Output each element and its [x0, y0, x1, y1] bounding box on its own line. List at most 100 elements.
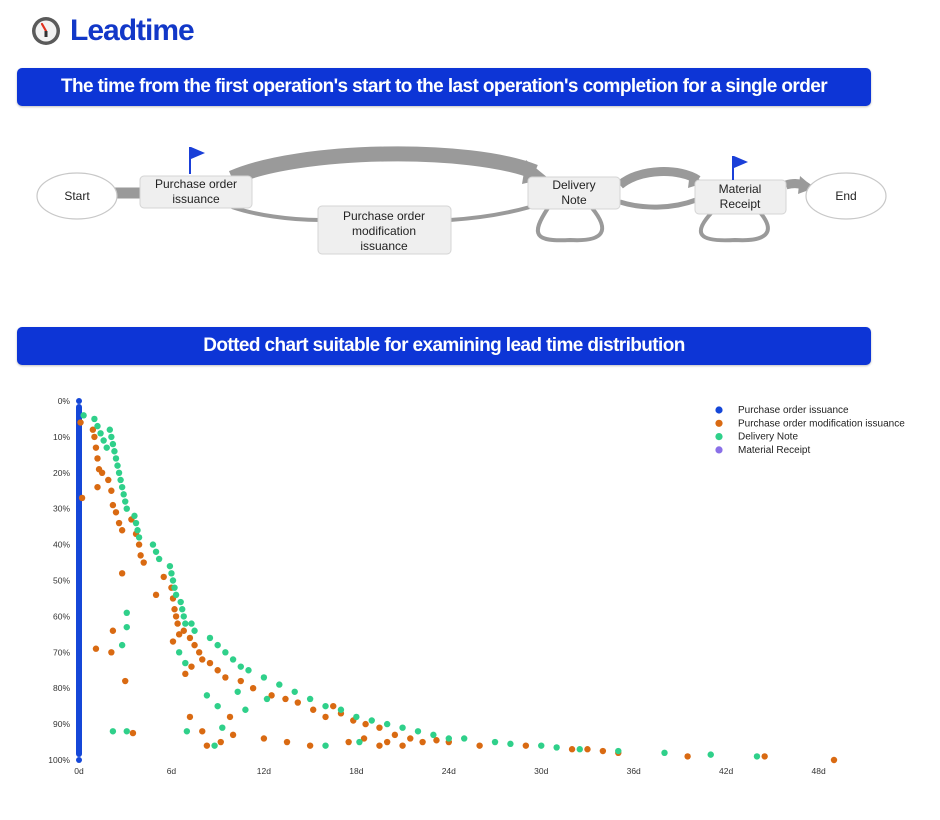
- data-point: [140, 559, 147, 566]
- data-point: [112, 509, 120, 516]
- legend-marker: [715, 406, 723, 414]
- data-point: [115, 519, 123, 527]
- data-point: [76, 631, 82, 638]
- data-point: [229, 656, 237, 663]
- data-point: [106, 426, 114, 433]
- po-label-line2: issuance: [172, 192, 220, 206]
- data-point: [337, 706, 345, 713]
- data-point: [191, 641, 198, 649]
- data-point: [203, 692, 211, 699]
- data-point: [105, 476, 112, 484]
- data-point: [445, 735, 452, 742]
- end-label: End: [835, 189, 856, 203]
- x-tick-label: 30d: [534, 766, 548, 776]
- data-point: [109, 440, 117, 448]
- data-point: [76, 613, 82, 620]
- data-point: [214, 702, 221, 710]
- data-point: [538, 742, 545, 749]
- data-point: [222, 674, 229, 681]
- data-point: [830, 756, 838, 764]
- data-point: [368, 717, 375, 724]
- data-point: [182, 659, 189, 667]
- data-point: [76, 685, 82, 692]
- data-point: [118, 527, 126, 534]
- gauge-icon: [32, 17, 60, 45]
- data-point: [180, 627, 187, 634]
- data-point: [414, 728, 422, 735]
- data-point: [217, 738, 224, 746]
- x-tick-label: 18d: [349, 766, 363, 776]
- data-point: [108, 433, 115, 441]
- data-point: [149, 541, 157, 548]
- data-point: [245, 667, 252, 674]
- data-point: [229, 731, 237, 739]
- data-point: [599, 747, 607, 755]
- data-point: [76, 433, 82, 440]
- data-point: [78, 494, 86, 502]
- pom-label-line2: modification: [352, 224, 416, 238]
- data-point: [172, 613, 180, 620]
- data-point: [237, 677, 244, 685]
- data-point: [76, 649, 82, 656]
- data-point: [391, 731, 399, 739]
- data-point: [123, 609, 130, 617]
- data-point: [282, 695, 289, 703]
- data-point: [177, 598, 184, 606]
- data-point: [122, 677, 129, 685]
- x-tick-label: 48d: [811, 766, 825, 776]
- data-point: [291, 688, 298, 695]
- data-point: [94, 455, 101, 462]
- mr-label-line2: Receipt: [720, 197, 761, 211]
- data-point: [182, 670, 189, 678]
- data-point: [109, 627, 117, 634]
- data-point: [211, 742, 218, 749]
- pom-label-line1: Purchase order: [343, 209, 425, 223]
- y-tick-label: 0%: [58, 396, 71, 406]
- data-point: [383, 720, 391, 728]
- data-point: [353, 713, 360, 721]
- data-point: [283, 738, 291, 746]
- data-point: [753, 753, 761, 760]
- edge-dn-mr-lower: [619, 197, 697, 210]
- data-point: [76, 757, 82, 763]
- data-point: [152, 591, 160, 599]
- data-point: [249, 685, 257, 692]
- po-label-line1: Purchase order: [155, 177, 237, 191]
- end-flag-icon: [732, 156, 748, 180]
- data-point: [135, 534, 143, 541]
- data-point: [92, 444, 100, 451]
- data-point: [103, 444, 110, 451]
- data-point: [160, 573, 167, 581]
- data-point: [188, 663, 195, 670]
- data-point: [461, 735, 468, 742]
- start-label: Start: [64, 189, 90, 203]
- data-point: [109, 501, 117, 509]
- data-point: [97, 430, 104, 437]
- data-point: [294, 699, 301, 706]
- data-point: [112, 455, 120, 462]
- x-axis: 0d 6d 12d 18d 24d 30d 36d 42d 48d: [74, 766, 826, 776]
- data-point: [430, 731, 437, 739]
- data-point: [219, 724, 226, 731]
- legend-label: Material Receipt: [738, 445, 810, 456]
- data-point: [306, 742, 314, 749]
- data-points: [76, 398, 838, 764]
- material-receipt-node: [694, 179, 787, 215]
- data-point: [168, 570, 175, 577]
- data-point: [356, 738, 363, 746]
- app-title: Leadtime: [70, 14, 195, 47]
- data-point: [661, 749, 668, 757]
- data-point: [226, 713, 234, 721]
- data-point: [135, 541, 143, 548]
- data-point: [172, 591, 180, 599]
- pom-label-line3: issuance: [360, 239, 408, 253]
- data-point: [186, 634, 194, 642]
- data-point: [195, 649, 203, 656]
- y-tick-label: 70%: [53, 647, 70, 657]
- start-node: [36, 172, 118, 220]
- data-point: [260, 735, 268, 742]
- data-point: [117, 476, 124, 484]
- data-point: [188, 620, 195, 627]
- data-point: [80, 412, 87, 419]
- data-point: [419, 738, 426, 746]
